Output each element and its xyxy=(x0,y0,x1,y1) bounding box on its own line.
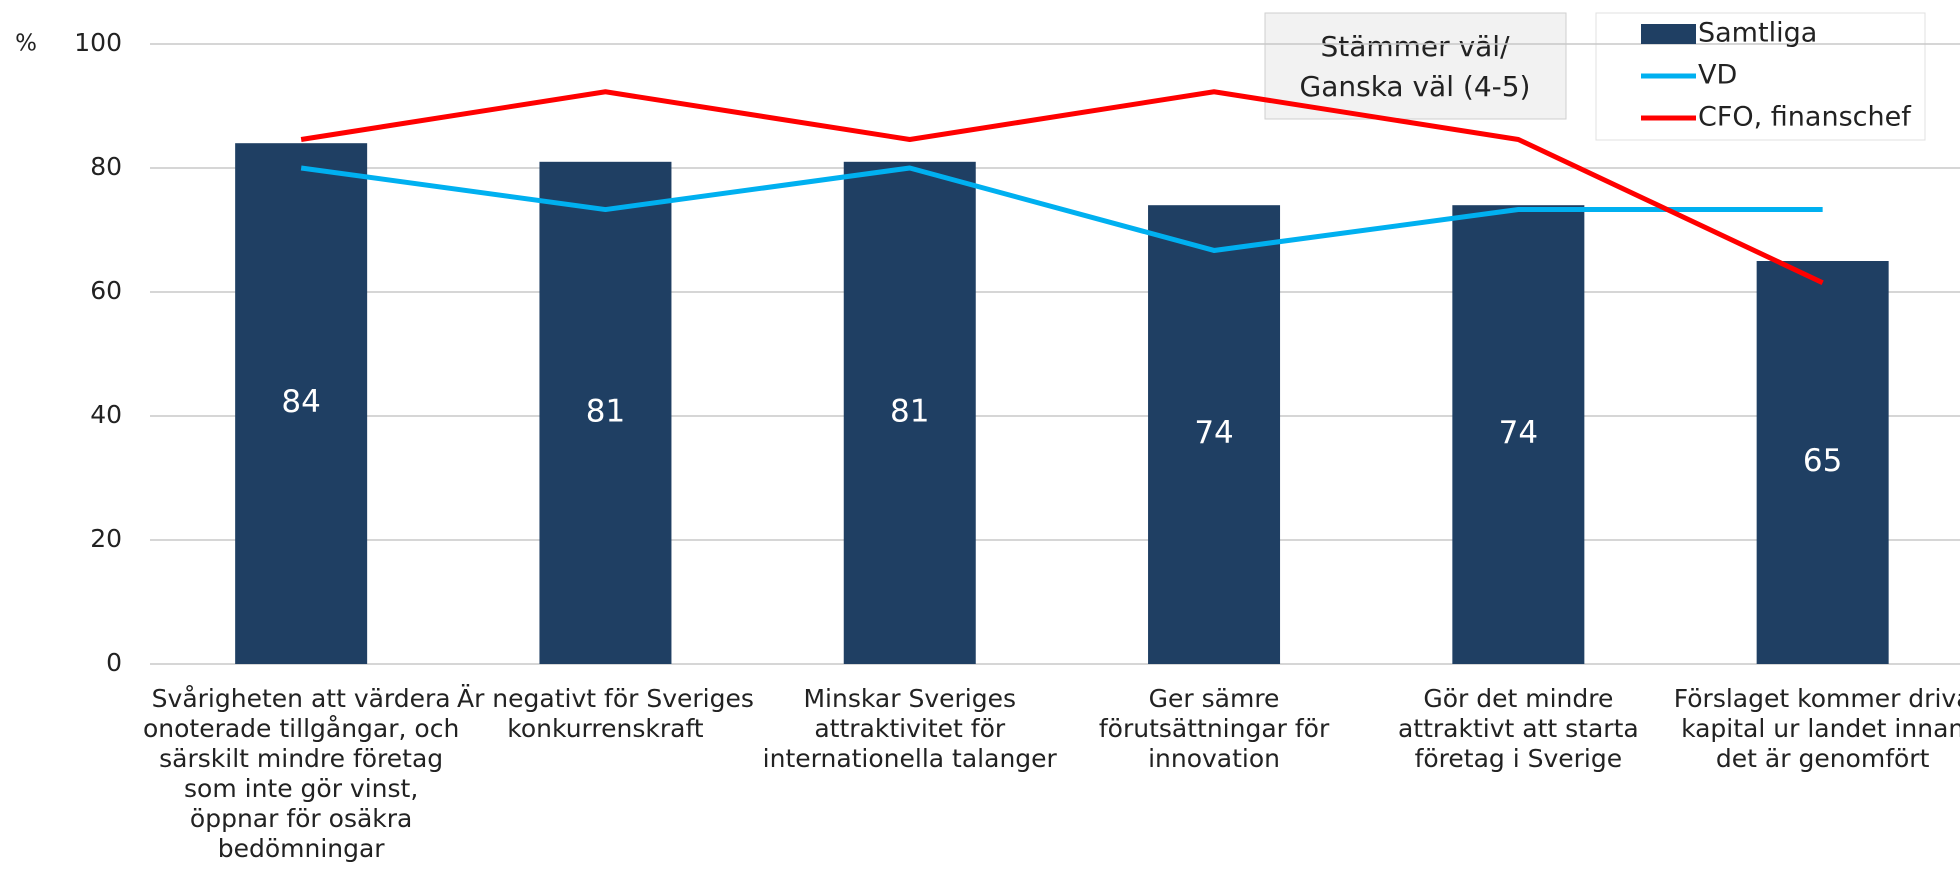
legend-label: VD xyxy=(1698,60,1737,91)
y-tick-label: 0 xyxy=(106,648,122,677)
bar xyxy=(1452,205,1585,664)
data-label: 84 xyxy=(281,384,320,420)
x-tick-label: Är negativt för Sveriges konkurrenskraft xyxy=(457,684,754,743)
line xyxy=(300,89,1824,285)
annotation: Ganska väl (4-5) xyxy=(1300,70,1531,103)
bar xyxy=(235,143,368,664)
legend-label: Samtliga xyxy=(1698,18,1817,49)
annotation: Stämmer väl/ xyxy=(1320,30,1510,63)
y-unit: % xyxy=(15,31,37,57)
bar xyxy=(843,161,976,665)
legend-label: CFO, finanschef xyxy=(1698,102,1912,133)
annotation-box xyxy=(1264,12,1567,120)
y-tick-label: 100 xyxy=(74,28,122,57)
bar xyxy=(539,161,672,665)
y-tick-label: 20 xyxy=(90,524,122,553)
x-tick-label: Gör det mindre attraktivt att starta föret… xyxy=(1398,684,1639,773)
x-tick-label: Minskar Sveriges attraktivitet för interna… xyxy=(763,684,1058,773)
y-tick-label: 60 xyxy=(90,276,122,305)
x-tick-label: Förslaget kommer driva kapital ur landet … xyxy=(1674,684,1960,773)
data-label: 65 xyxy=(1803,443,1842,479)
bar xyxy=(1756,261,1889,664)
x-tick-label: Svårigheten att värdera onoterade tillgån… xyxy=(143,684,459,863)
data-label: 81 xyxy=(890,393,929,429)
data-label: 81 xyxy=(586,393,625,429)
legend-swatch xyxy=(1641,24,1696,44)
y-tick-label: 80 xyxy=(90,152,122,181)
y-tick-label: 40 xyxy=(90,400,122,429)
bar xyxy=(1148,205,1281,664)
line xyxy=(300,165,1823,253)
data-label: 74 xyxy=(1194,415,1233,451)
data-label: 74 xyxy=(1499,415,1538,451)
x-tick-label: Ger sämre förutsättningar för innovation xyxy=(1099,684,1330,773)
